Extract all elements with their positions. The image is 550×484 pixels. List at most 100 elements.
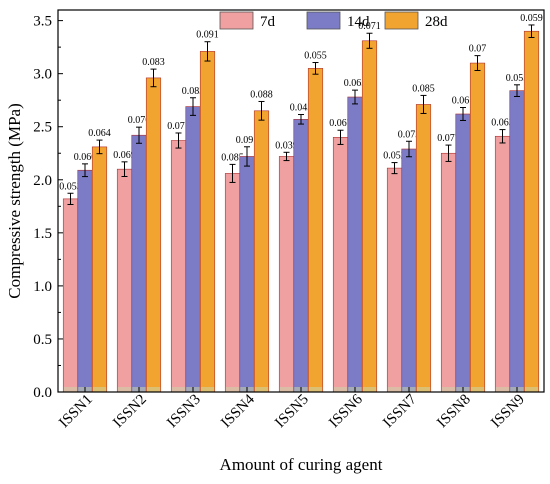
error-label-28d-ISSN4: 0.088 [250,89,273,100]
bar-base-28d-ISSN6 [362,387,377,392]
x-tick-label-ISSN7: ISSN7 [380,391,420,431]
y-tick-label: 0.0 [33,385,52,401]
bar-14d-ISSN7 [401,148,417,393]
bar-7d-ISSN6 [332,137,349,393]
bar-7d-ISSN5 [278,156,295,393]
bar-28d-ISSN9 [523,30,540,393]
error-label-14d-ISSN1: 0.060 [74,152,97,163]
bar-14d-ISSN1 [77,169,93,393]
bar-14d-ISSN9 [509,90,525,393]
error-label-14d-ISSN6: 0.065 [344,78,367,89]
bar-28d-ISSN6 [361,40,378,393]
legend-label-28d: 28d [425,14,448,30]
error-label-28d-ISSN7: 0.085 [412,83,435,94]
error-label-7d-ISSN7: 0.052 [383,151,406,162]
bar-base-7d-ISSN5 [279,387,294,392]
y-tick-label: 0.5 [33,332,52,348]
legend-swatch-7d [219,11,254,30]
bar-base-28d-ISSN5 [308,387,323,392]
bar-base-7d-ISSN3 [171,387,186,392]
legend-label-14d: 14d [347,14,370,30]
error-label-7d-ISSN6: 0.067 [329,118,352,129]
bar-14d-ISSN5 [293,118,309,393]
bar-7d-ISSN1 [62,198,79,393]
x-tick-label-ISSN6: ISSN6 [326,391,366,431]
bar-base-28d-ISSN2 [146,387,161,392]
x-tick-label-ISSN3: ISSN3 [164,392,204,432]
bar-base-7d-ISSN9 [495,387,510,392]
y-tick-label: 2.0 [33,173,52,189]
y-tick-label: 2.5 [33,120,52,136]
bar-14d-ISSN8 [455,113,471,393]
bar-7d-ISSN9 [494,135,511,393]
legend-swatch-14d [306,11,341,30]
error-label-28d-ISSN3: 0.091 [196,30,219,41]
bar-14d-ISSN2 [131,134,147,393]
bar-7d-ISSN3 [170,140,187,393]
bar-28d-ISSN3 [199,51,216,393]
x-axis-title: Amount of curing agent [220,455,383,474]
x-tick-label-ISSN4: ISSN4 [218,391,258,431]
error-label-7d-ISSN3: 0.071 [167,121,190,132]
bar-28d-ISSN8 [469,62,486,393]
x-tick-label-ISSN5: ISSN5 [272,392,312,432]
x-tick-label-ISSN9: ISSN9 [488,392,528,432]
bar-28d-ISSN1 [91,146,108,393]
bar-7d-ISSN7 [386,167,403,393]
bar-14d-ISSN6 [347,96,363,393]
y-axis-title: Compressive strength (MPa) [5,103,24,298]
bar-base-7d-ISSN6 [333,387,348,392]
error-label-28d-ISSN2: 0.083 [142,57,165,68]
bar-base-7d-ISSN2 [117,387,132,392]
bar-base-28d-ISSN4 [254,387,269,392]
error-label-14d-ISSN5: 0.045 [290,103,313,114]
error-label-7d-ISSN4: 0.085 [221,152,244,163]
error-label-14d-ISSN2: 0.076 [128,115,151,126]
bar-28d-ISSN4 [253,110,270,393]
error-label-7d-ISSN2: 0.069 [113,150,136,161]
bar-7d-ISSN2 [116,168,133,393]
error-label-7d-ISSN8: 0.077 [437,133,460,144]
legend-swatch-28d [384,11,419,30]
error-label-7d-ISSN5: 0.039 [275,140,298,151]
error-label-14d-ISSN7: 0.073 [398,129,421,140]
y-tick-label: 3.0 [33,67,52,83]
bar-base-28d-ISSN3 [200,387,215,392]
bar-7d-ISSN4 [224,173,241,393]
x-tick-label-ISSN8: ISSN8 [434,392,474,432]
plot-area: 0.0530.0690.0710.0850.0390.0670.0520.077… [59,13,543,393]
legend: 7d 14d 28d [219,11,448,30]
error-label-14d-ISSN8: 0.061 [452,96,475,107]
error-label-28d-ISSN5: 0.055 [304,51,327,62]
bar-28d-ISSN2 [145,77,162,393]
y-tick-label: 1.5 [33,226,52,242]
error-label-28d-ISSN6: 0.071 [358,21,381,32]
bar-28d-ISSN7 [415,104,432,393]
bar-14d-ISSN3 [185,106,201,393]
x-tick-label-ISSN1: ISSN1 [56,392,96,432]
bar-base-7d-ISSN8 [441,387,456,392]
bar-7d-ISSN8 [440,152,457,393]
bar-base-28d-ISSN1 [92,387,107,392]
bar-base-28d-ISSN9 [524,387,539,392]
error-label-28d-ISSN9: 0.059 [520,13,543,24]
error-label-14d-ISSN4: 0.091 [236,135,259,146]
x-tick-label-ISSN2: ISSN2 [110,392,150,432]
bar-base-7d-ISSN7 [387,387,402,392]
error-label-28d-ISSN8: 0.07 [469,44,487,55]
bar-base-7d-ISSN1 [63,387,78,392]
error-label-7d-ISSN9: 0.063 [491,118,514,129]
bar-14d-ISSN4 [239,156,255,393]
bar-28d-ISSN5 [307,68,324,393]
error-label-14d-ISSN9: 0.055 [506,73,529,84]
error-label-28d-ISSN1: 0.064 [88,128,111,139]
bar-base-28d-ISSN7 [416,387,431,392]
y-tick-label: 3.5 [33,14,52,30]
error-label-7d-ISSN1: 0.053 [59,181,82,192]
error-label-14d-ISSN3: 0.083 [182,86,205,97]
bar-base-28d-ISSN8 [470,387,485,392]
bar-base-7d-ISSN4 [225,387,240,392]
y-tick-label: 1.0 [33,279,52,295]
legend-label-7d: 7d [260,14,276,30]
